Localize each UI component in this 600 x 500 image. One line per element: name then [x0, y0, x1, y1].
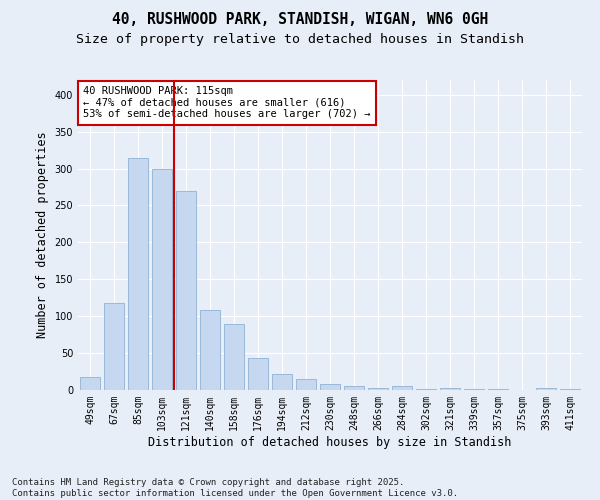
Bar — [152, 168, 172, 390]
Bar — [368, 388, 388, 390]
Y-axis label: Number of detached properties: Number of detached properties — [36, 132, 49, 338]
Bar — [536, 388, 556, 390]
Bar — [344, 386, 364, 390]
Text: 40, RUSHWOOD PARK, STANDISH, WIGAN, WN6 0GH: 40, RUSHWOOD PARK, STANDISH, WIGAN, WN6 … — [112, 12, 488, 28]
Bar — [176, 190, 196, 390]
Text: 40 RUSHWOOD PARK: 115sqm
← 47% of detached houses are smaller (616)
53% of semi-: 40 RUSHWOOD PARK: 115sqm ← 47% of detach… — [83, 86, 371, 120]
Bar — [440, 388, 460, 390]
Text: Contains HM Land Registry data © Crown copyright and database right 2025.
Contai: Contains HM Land Registry data © Crown c… — [12, 478, 458, 498]
Bar — [80, 376, 100, 390]
Bar — [104, 303, 124, 390]
Bar — [320, 384, 340, 390]
X-axis label: Distribution of detached houses by size in Standish: Distribution of detached houses by size … — [148, 436, 512, 448]
Bar — [200, 310, 220, 390]
Text: Size of property relative to detached houses in Standish: Size of property relative to detached ho… — [76, 32, 524, 46]
Bar — [296, 379, 316, 390]
Bar — [128, 158, 148, 390]
Bar — [248, 358, 268, 390]
Bar — [272, 374, 292, 390]
Bar — [392, 386, 412, 390]
Bar — [224, 324, 244, 390]
